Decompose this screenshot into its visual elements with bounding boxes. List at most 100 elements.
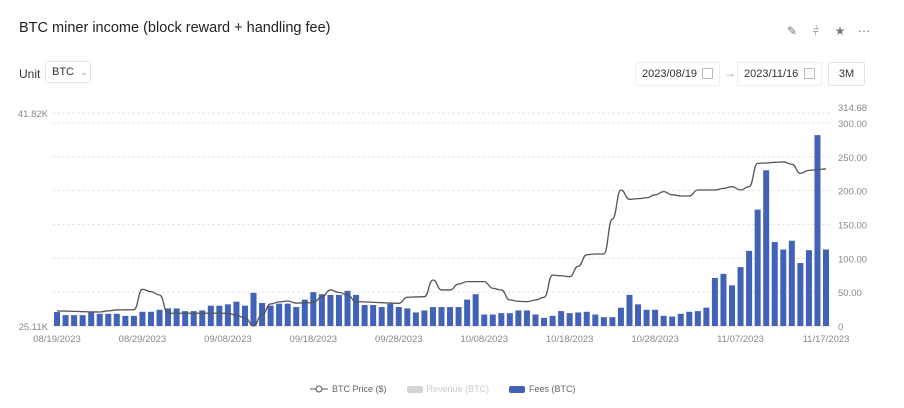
x-tick-label: 10/08/2023 — [460, 334, 508, 345]
fee-bar — [669, 316, 676, 326]
fee-bar — [506, 313, 513, 326]
right-tick-label: 200.00 — [838, 187, 867, 198]
fee-bar — [686, 311, 693, 326]
fee-bar — [165, 308, 172, 326]
legend: BTC Price ($) Revenue (BTC) Fees (BTC) — [310, 384, 576, 394]
fee-bar — [720, 273, 727, 326]
star-icon[interactable]: ★ — [834, 24, 846, 38]
start-date-value: 2023/08/19 — [642, 68, 698, 80]
fee-bar — [541, 317, 548, 326]
fee-bar — [592, 314, 599, 326]
fee-bar — [788, 240, 795, 326]
fee-bar — [233, 301, 240, 326]
x-tick-label: 11/17/2023 — [803, 334, 850, 345]
fee-bar — [96, 313, 103, 326]
fee-bar — [173, 308, 180, 326]
right-tick-label: 314.68 — [838, 103, 867, 114]
fee-bar — [404, 308, 411, 326]
fee-bar — [617, 307, 624, 326]
toolbar: ✎ ⫩ ★ ⋯ — [785, 24, 871, 39]
fee-bar — [139, 311, 146, 326]
legend-item-price[interactable]: BTC Price ($) — [310, 384, 387, 394]
x-tick-label: 09/18/2023 — [290, 334, 338, 345]
fee-bar — [113, 313, 120, 326]
fee-bar — [361, 305, 368, 326]
chevron-down-icon: ⌄ — [80, 66, 88, 77]
fee-bar — [216, 305, 223, 326]
fee-bar — [438, 307, 445, 326]
fee-bar — [156, 309, 163, 326]
start-date-input[interactable]: 2023/08/19 — [635, 62, 720, 86]
x-tick-label: 08/29/2023 — [119, 334, 167, 345]
legend-label-price: BTC Price ($) — [332, 384, 387, 394]
split-icon[interactable]: ⫩ — [812, 24, 820, 38]
legend-label-fees: Fees (BTC) — [529, 384, 576, 394]
fees-swatch-icon — [509, 385, 526, 393]
fee-bar — [54, 312, 60, 326]
fee-bar — [754, 209, 761, 326]
fee-bar — [575, 312, 582, 326]
unit-value: BTC — [52, 66, 74, 78]
unit-label: Unit — [19, 67, 41, 81]
fee-bar — [746, 250, 753, 326]
fee-bar — [130, 315, 137, 326]
fee-bar — [660, 315, 667, 326]
more-icon[interactable]: ⋯ — [858, 24, 870, 38]
line-marker-icon — [310, 385, 328, 393]
right-tick-label: 50.00 — [838, 288, 862, 299]
fee-bar — [421, 310, 428, 326]
end-date-input[interactable]: 2023/11/16 — [737, 62, 822, 86]
fee-bar — [626, 294, 633, 326]
fee-bar — [763, 170, 770, 326]
fee-bar — [344, 290, 351, 326]
fee-bar — [412, 312, 419, 326]
fee-bar — [771, 242, 778, 326]
fee-bar — [447, 307, 454, 326]
fee-bar — [703, 307, 710, 326]
fee-bar — [190, 311, 197, 326]
left-min-label: 25.11K — [19, 322, 49, 333]
unit-select[interactable]: BTC ⌄ — [45, 61, 91, 83]
fee-bar — [301, 299, 308, 326]
fee-bar — [652, 309, 659, 326]
fee-bar — [105, 313, 112, 326]
x-tick-label: 09/28/2023 — [375, 334, 423, 345]
btc-price-line — [56, 161, 827, 327]
fee-bar — [318, 294, 325, 326]
range-3m-button[interactable]: 3M — [828, 62, 865, 86]
fee-bar — [335, 294, 342, 326]
fee-bar — [558, 311, 565, 326]
revenue-swatch-icon — [406, 385, 423, 393]
fee-bar — [489, 314, 496, 326]
x-tick-label: 10/18/2023 — [546, 334, 594, 345]
fee-bar — [481, 314, 488, 326]
fee-bar — [88, 311, 95, 326]
fee-bar — [643, 309, 650, 326]
right-tick-label: 100.00 — [838, 254, 867, 265]
fee-bar — [293, 307, 300, 326]
fee-bar — [310, 292, 317, 326]
edit-icon[interactable]: ✎ — [786, 24, 798, 38]
right-tick-label: 150.00 — [838, 220, 867, 231]
end-date-value: 2023/11/16 — [744, 68, 799, 80]
right-tick-label: 250.00 — [838, 153, 867, 164]
fee-bar — [353, 294, 360, 326]
fee-bar — [241, 305, 248, 326]
fee-bar — [711, 277, 718, 326]
right-tick-label: 300.00 — [838, 119, 867, 130]
left-max-label: 41.82K — [18, 109, 49, 120]
legend-item-fees[interactable]: Fees (BTC) — [509, 384, 576, 394]
arrow-right-icon: → — [724, 66, 736, 80]
fee-bar — [455, 307, 462, 326]
fee-bar — [429, 307, 436, 326]
fee-bar — [566, 313, 573, 326]
fee-bar — [515, 310, 522, 326]
fee-bar — [677, 313, 684, 326]
fee-bar — [276, 303, 283, 326]
fee-bar — [464, 299, 471, 326]
fee-bar — [199, 310, 206, 326]
fee-bar — [395, 307, 402, 326]
legend-item-revenue[interactable]: Revenue (BTC) — [406, 384, 489, 394]
